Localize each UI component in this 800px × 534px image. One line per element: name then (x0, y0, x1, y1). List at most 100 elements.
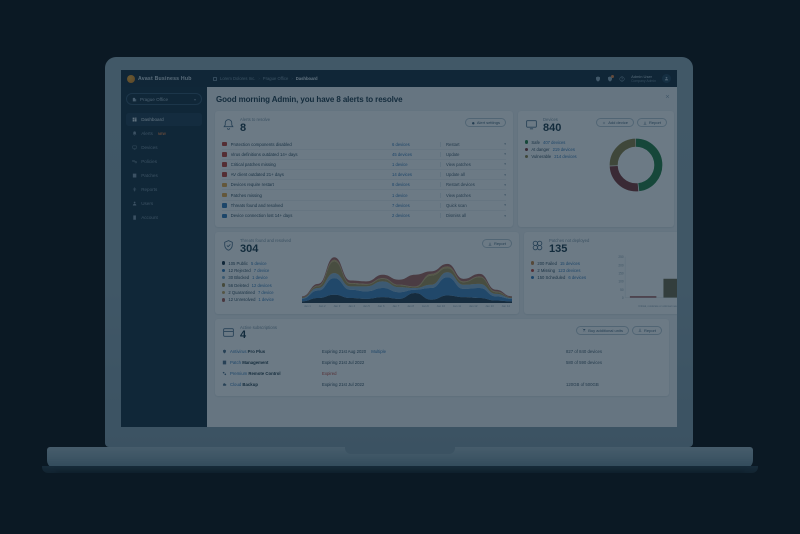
dashboard-row-3: Active subscriptions 4 Buy additional un… (215, 318, 669, 396)
breadcrumb-item-1[interactable]: Prague Office (262, 76, 289, 81)
body-row: Prague Office ▾ Dashboard Alerts NEW (121, 87, 677, 427)
subscription-link[interactable]: Multiple (371, 349, 387, 354)
alert-row[interactable]: Devices require restart 8 devices Restart … (222, 180, 506, 191)
alert-device-count[interactable]: 8 devices (392, 182, 410, 188)
y-tick-label: 50 (620, 287, 624, 291)
buy-units-button[interactable]: Buy additional units (576, 325, 629, 335)
alert-action-select[interactable]: Dismiss all ▾ (440, 213, 506, 219)
subscription-expiry: Expiring 21st Aug 2020 (322, 349, 367, 354)
legend-value[interactable]: 219 devices (552, 146, 575, 152)
monitor-icon (132, 145, 137, 150)
patch-icon (531, 239, 544, 252)
add-device-button[interactable]: Add device (596, 118, 634, 127)
legend-value[interactable]: 123 devices (558, 267, 581, 273)
subs-report-button[interactable]: Report (631, 325, 662, 335)
legend-color-dot (222, 268, 226, 273)
legend-label: 200 Failed (537, 260, 557, 266)
patch-icon (132, 173, 137, 178)
subscription-date: Expired (322, 371, 422, 376)
alert-row[interactable]: Protection components disabled 6 devices R… (222, 140, 506, 150)
alert-device-count[interactable]: 45 devices (392, 151, 413, 157)
alert-row[interactable]: AV client outdated 21+ days 14 devices Upd… (222, 170, 506, 181)
sidebar-item-reports[interactable]: Reports (126, 183, 202, 196)
shield-alert-icon[interactable] (607, 74, 615, 82)
legend-value[interactable]: 5 device (250, 260, 267, 266)
sidebar-item-account[interactable]: Account (126, 211, 202, 224)
legend-value[interactable]: 7 device (253, 267, 270, 273)
avatar[interactable] (662, 74, 671, 83)
alert-device-count[interactable]: 14 devices (392, 172, 413, 178)
alert-device-count[interactable]: 1 device (392, 161, 408, 167)
sidebar-item-users[interactable]: Users (126, 197, 202, 210)
breadcrumb-separator: › (258, 76, 260, 81)
legend-value[interactable]: 214 devices (554, 154, 577, 160)
legend-value[interactable]: 407 devices (543, 139, 566, 145)
subscription-row[interactable]: Patch Management Expiring 21st Jul 2022 58… (222, 357, 662, 368)
threats-body: 105 Public 5 device 12 Rejected 7 device 30 … (222, 255, 512, 308)
alert-device-count[interactable]: 2 devices (392, 213, 410, 219)
legend-label: At danger (531, 146, 550, 152)
x-tick-label: Jan 2 (318, 303, 326, 308)
x-tick-label: Jan 12 (469, 303, 478, 308)
legend-color-dot (531, 276, 535, 280)
legend-value[interactable]: 1 device (252, 275, 268, 281)
subscription-row[interactable]: Cloud Backup Expiring 21st Jul 2022 120GB … (222, 379, 662, 390)
subscription-name[interactable]: Antivirus Pro Plus (230, 349, 266, 354)
alert-device-count[interactable]: 1 device (392, 192, 408, 198)
alert-row[interactable]: Virus definitions outdated 14+ days 45 de… (222, 150, 506, 160)
subscription-name[interactable]: Cloud Backup (230, 382, 258, 387)
alert-row[interactable]: Threats found and resolved 7 devices Quick… (222, 201, 506, 211)
help-icon[interactable] (619, 76, 625, 82)
alert-action-label: Update all (446, 172, 465, 178)
legend-value[interactable]: 1 device (258, 297, 275, 303)
sidebar-item-policies[interactable]: Policies (126, 155, 202, 168)
x-tick-label: Jan 5 (362, 303, 370, 308)
alert-action-select[interactable]: Update all ▾ (440, 172, 506, 178)
subscription-name[interactable]: Premium Remote Control (230, 371, 281, 376)
subscription-name[interactable]: Patch Management (230, 360, 269, 365)
alert-device-count[interactable]: 6 devices (392, 141, 410, 147)
dashboard-row-2: Threats found and resolved 304 Report (215, 232, 677, 314)
legend-value[interactable]: 7 device (257, 290, 274, 296)
sidebar: Prague Office ▾ Dashboard Alerts NEW (121, 87, 207, 427)
alert-action-select[interactable]: Update ▾ (440, 151, 506, 157)
alerts-card: Alerts to resolve 8 Alert settings (215, 111, 513, 227)
legend-value[interactable]: 15 devices (559, 260, 580, 266)
alert-action-select[interactable]: Quick scan ▾ (440, 202, 506, 208)
legend-color-dot (222, 290, 226, 295)
legend-value[interactable]: 12 devices (251, 282, 272, 288)
brand[interactable]: Avast Business Hub (127, 74, 213, 83)
user-info[interactable]: Admin User Company Admin (631, 74, 656, 83)
alert-text: Devices require restart (230, 182, 274, 188)
alert-settings-button[interactable]: Alert settings (464, 118, 506, 127)
devices-report-button[interactable]: Report (636, 118, 667, 127)
subscription-quantity: 120GB of 500GB (566, 382, 599, 387)
shield-icon[interactable] (595, 76, 601, 82)
alert-action-select[interactable]: Restart ▾ (440, 141, 506, 147)
alert-device-count[interactable]: 7 devices (392, 202, 410, 208)
sidebar-item-dashboard[interactable]: Dashboard (126, 113, 202, 126)
legend-value[interactable]: 6 devices (568, 275, 587, 281)
sidebar-item-alerts[interactable]: Alerts NEW (126, 127, 202, 140)
subscription-row[interactable]: Antivirus Pro Plus Expiring 21st Aug 2020… (222, 346, 662, 357)
alert-action-label: Restart (446, 141, 460, 147)
alert-action-select[interactable]: View patches ▾ (440, 161, 506, 167)
alert-row[interactable]: Critical patches missing 1 device View pat… (222, 160, 506, 171)
subscription-expiry: Expired (322, 371, 337, 376)
alert-action-select[interactable]: View patches ▾ (440, 192, 506, 198)
legend-color-dot (531, 261, 535, 265)
x-tick-label: Jan 7 (392, 303, 400, 308)
close-icon[interactable] (665, 94, 670, 99)
devices-donut-chart (605, 134, 667, 196)
alert-action-select[interactable]: Restart devices ▾ (440, 182, 506, 188)
card-actions: Add device Report (596, 118, 667, 127)
y-tick-label: 150 (618, 271, 623, 275)
subscription-row[interactable]: Premium Remote Control Expired (222, 368, 662, 379)
breadcrumb-item-0[interactable]: Lorem Dolores Inc. (220, 76, 256, 81)
alert-row[interactable]: Patches missing 1 device View patches ▾ (222, 190, 506, 201)
sidebar-item-devices[interactable]: Devices (126, 141, 202, 154)
sidebar-item-patches[interactable]: Patches (126, 169, 202, 182)
threats-report-button[interactable]: Report (481, 239, 512, 248)
alert-row[interactable]: Device connection lost 14+ days 2 devices… (222, 211, 506, 221)
office-selector[interactable]: Prague Office ▾ (126, 93, 202, 105)
